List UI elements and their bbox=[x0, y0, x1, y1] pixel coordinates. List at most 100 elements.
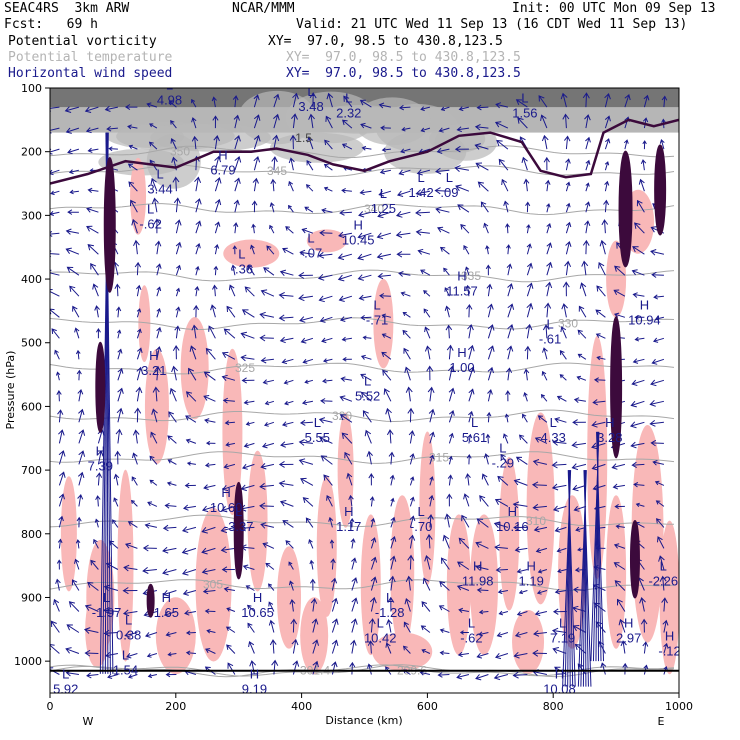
wind-vector-750 bbox=[331, 577, 338, 591]
wind-vector-176 bbox=[358, 211, 372, 218]
wind-vector-805 bbox=[145, 632, 158, 638]
pv-positive-fill-33 bbox=[60, 476, 77, 592]
wind-vector-224 bbox=[50, 250, 60, 258]
wind-vector-430 bbox=[322, 378, 333, 384]
wind-vector-642 bbox=[94, 518, 100, 528]
wind-vector-437 bbox=[468, 366, 475, 381]
wind-vector-420 bbox=[136, 366, 143, 381]
wind-vector-779 bbox=[268, 601, 275, 612]
plot-frame bbox=[49, 87, 680, 694]
wind-vector-789 bbox=[458, 607, 469, 613]
wind-vector-165 bbox=[151, 197, 159, 213]
wind-vector-220 bbox=[601, 219, 609, 234]
wind-vector-587 bbox=[259, 482, 274, 490]
wind-vector-391 bbox=[189, 345, 197, 360]
wind-vector-893 bbox=[622, 662, 628, 675]
wind-vector-9 bbox=[232, 95, 239, 108]
wind-vector-404 bbox=[446, 344, 454, 360]
wind-vector-688 bbox=[370, 537, 377, 549]
wind-vector-130 bbox=[87, 187, 99, 193]
wind-vector-524 bbox=[280, 441, 294, 448]
pv-tower-3 bbox=[610, 316, 623, 459]
wind-vector-414 bbox=[632, 358, 645, 364]
wind-vector-365 bbox=[300, 337, 314, 344]
wind-vector-280 bbox=[526, 262, 533, 276]
wind-vector-854 bbox=[476, 652, 489, 659]
wind-vector-174 bbox=[321, 208, 333, 214]
extremum-marker-29: L bbox=[417, 504, 424, 519]
wind-vector-20 bbox=[440, 106, 450, 111]
wind-vector-335 bbox=[339, 316, 353, 322]
wind-vector-294 bbox=[175, 287, 181, 297]
wind-vector-359 bbox=[191, 324, 198, 339]
wind-vector-241 bbox=[376, 252, 392, 260]
wind-vector-589 bbox=[300, 477, 314, 486]
extremum-value-3: 1.56 bbox=[512, 105, 537, 120]
wind-vector-389 bbox=[155, 346, 162, 360]
wind-vector-419 bbox=[117, 367, 124, 381]
wind-vector-855 bbox=[495, 652, 509, 660]
wind-vector-350 bbox=[634, 314, 645, 320]
wind-vector-230 bbox=[175, 241, 182, 255]
wind-vector-584 bbox=[203, 484, 216, 491]
wind-vector-674 bbox=[93, 538, 99, 549]
wind-vector-729 bbox=[537, 569, 548, 574]
wind-vector-484 bbox=[134, 407, 142, 423]
wind-vector-360 bbox=[208, 325, 216, 339]
extremum-value-2: 2.32 bbox=[336, 105, 361, 120]
wind-vector-673 bbox=[75, 539, 81, 549]
extremum-value-15: -.61 bbox=[539, 331, 561, 346]
wind-vector-529 bbox=[386, 429, 394, 444]
wind-vector-491 bbox=[264, 421, 275, 427]
wind-vector-43 bbox=[273, 113, 280, 129]
wind-vector-515 bbox=[115, 428, 123, 444]
wind-vector-455 bbox=[185, 391, 197, 402]
wind-vector-28 bbox=[604, 92, 611, 108]
wind-vector-326 bbox=[175, 306, 181, 318]
wind-vector-862 bbox=[642, 641, 649, 654]
wind-vector-473 bbox=[540, 393, 548, 402]
wind-vector-801 bbox=[66, 624, 80, 633]
wind-vector-89 bbox=[541, 134, 549, 150]
wind-vector-129 bbox=[69, 189, 79, 195]
extremum-value-6: -.62 bbox=[139, 217, 161, 232]
wind-vector-218 bbox=[565, 221, 572, 234]
wind-vector-707 bbox=[105, 562, 119, 570]
wind-vector-148 bbox=[434, 187, 450, 195]
wind-vector-364 bbox=[279, 336, 294, 344]
wind-vector-387 bbox=[117, 348, 123, 360]
extremum-value-7: 1.25 bbox=[371, 201, 396, 216]
wind-vector-671 bbox=[655, 518, 665, 528]
wind-vector-276 bbox=[443, 267, 450, 276]
wind-vector-316 bbox=[596, 285, 606, 297]
wind-vector-438 bbox=[487, 366, 494, 381]
wind-vector-845 bbox=[312, 639, 319, 654]
extremum-marker-12: L bbox=[238, 246, 245, 261]
wind-vector-385 bbox=[75, 349, 81, 360]
wind-vector-40 bbox=[212, 115, 219, 129]
field-2-xy: XY= 97.0, 98.5 to 430.8,123.5 bbox=[286, 50, 521, 65]
extremum-value-0: 4.98 bbox=[157, 93, 182, 108]
wind-vector-659 bbox=[427, 513, 434, 528]
pv-positive-fill-22 bbox=[659, 520, 679, 675]
extremum-value-8: 1.42 bbox=[408, 185, 433, 200]
wind-vector-631 bbox=[494, 498, 509, 507]
wind-vector-296 bbox=[212, 284, 218, 297]
wind-vector-278 bbox=[485, 264, 491, 276]
wind-vector-600 bbox=[513, 478, 528, 486]
wind-vector-180 bbox=[435, 206, 450, 214]
wind-vector-1 bbox=[64, 106, 80, 113]
wind-vector-725 bbox=[457, 561, 470, 570]
wind-vector-470 bbox=[487, 389, 493, 402]
wind-vector-50 bbox=[401, 127, 411, 132]
wind-vector-35 bbox=[106, 126, 118, 132]
extremum-value-31: 11.98 bbox=[462, 573, 494, 588]
x-axis-label: Distance (km) bbox=[325, 714, 402, 727]
wind-vector-447 bbox=[650, 379, 665, 387]
x-tick-label-3: 600 bbox=[417, 700, 438, 713]
wind-vector-209 bbox=[376, 232, 392, 240]
wind-vector-298 bbox=[244, 286, 255, 297]
wind-vector-258 bbox=[90, 263, 99, 276]
wind-vector-408 bbox=[524, 345, 531, 360]
extremum-marker-40: L bbox=[468, 616, 475, 631]
